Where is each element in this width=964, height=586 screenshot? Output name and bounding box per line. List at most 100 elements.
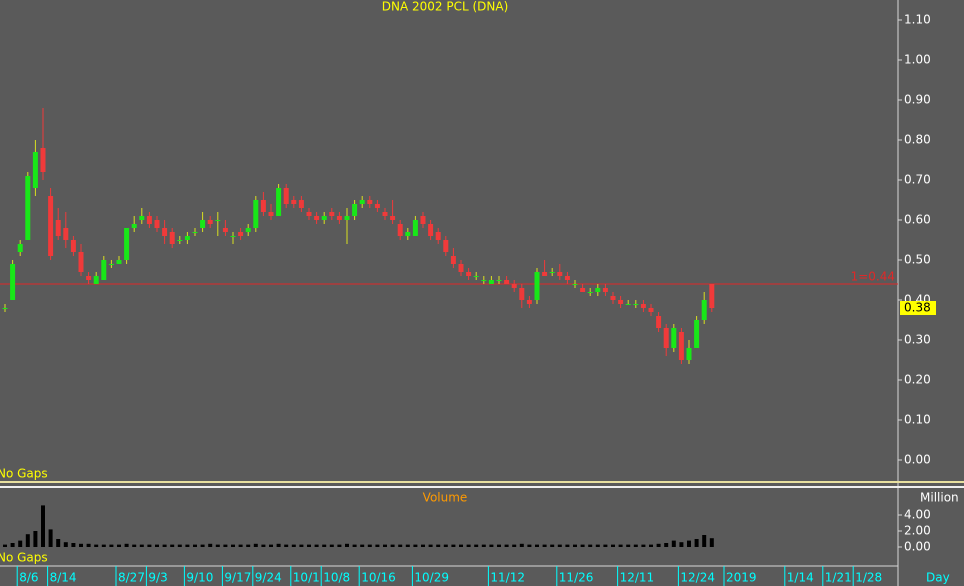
candle-body — [253, 200, 259, 228]
volume-bar — [253, 543, 258, 547]
x-tick-label: 2019 — [726, 571, 757, 585]
y-tick-label: 0.50 — [904, 253, 931, 267]
volume-bar — [284, 544, 289, 547]
candle-body — [481, 280, 487, 281]
volume-bar — [481, 544, 486, 547]
volume-bar — [25, 534, 30, 547]
candle-body — [374, 204, 380, 208]
candle-body — [625, 304, 631, 305]
candle-body — [367, 200, 373, 204]
candle-body — [443, 240, 449, 252]
volume-bar — [519, 543, 524, 547]
y-tick-label: 0.20 — [904, 373, 931, 387]
candle-body — [55, 220, 61, 236]
volume-bar — [428, 544, 433, 547]
candle-body — [306, 212, 312, 216]
y-tick-label: 0.00 — [904, 453, 931, 467]
candle-body — [610, 296, 616, 300]
candle-body — [93, 276, 99, 284]
volume-bar — [33, 531, 38, 547]
candle-body — [564, 276, 570, 280]
x-tick-label: 9/17 — [224, 571, 251, 585]
candle-body — [572, 284, 578, 285]
y-tick-label: 0.70 — [904, 173, 931, 187]
candle-body — [78, 252, 84, 272]
candle-body — [686, 348, 692, 360]
candle-body — [101, 260, 107, 280]
candle-body — [390, 216, 396, 220]
y-tick-label: 1.00 — [904, 53, 931, 67]
volume-bar — [155, 544, 159, 547]
volume-bar — [535, 544, 539, 547]
volume-bar — [466, 544, 471, 547]
x-tick-label: 11/26 — [559, 571, 594, 585]
x-tick-label: 1/21 — [825, 571, 852, 585]
candle-body — [154, 220, 160, 228]
x-tick-label: 1/14 — [787, 571, 814, 585]
candle-body — [245, 228, 251, 232]
volume-bar — [18, 540, 23, 547]
candle-body — [359, 200, 365, 204]
candle-body — [48, 196, 54, 256]
candle-body — [678, 332, 684, 360]
volume-bar — [299, 544, 304, 547]
x-tick-label: 1/28 — [855, 571, 882, 585]
candle-body — [534, 272, 540, 300]
candle-body — [276, 188, 282, 216]
volume-bar — [360, 544, 365, 547]
volume-bar — [603, 544, 608, 547]
volume-bar — [109, 544, 114, 547]
candle-body — [344, 216, 350, 220]
volume-bar — [671, 540, 676, 547]
volume-bar — [451, 544, 456, 547]
candle-body — [108, 264, 114, 265]
candle-body — [70, 240, 76, 252]
candle-body — [496, 280, 502, 281]
volume-bar — [694, 539, 699, 547]
candle-body — [336, 216, 342, 220]
volume-bar — [276, 543, 281, 547]
y-tick-label: 0.90 — [904, 93, 931, 107]
candle-body — [587, 292, 593, 293]
candle-body — [549, 272, 555, 273]
volume-bar — [709, 538, 714, 547]
last-price-label: 0.38 — [904, 301, 931, 315]
volume-bar — [291, 544, 296, 547]
candle-body — [200, 220, 206, 228]
volume-bar — [474, 544, 479, 547]
y-tick-label: 1.10 — [904, 13, 931, 27]
volume-bar — [367, 544, 372, 547]
candle-body — [473, 276, 479, 277]
volume-bar — [200, 544, 205, 547]
x-tick-label: 10/16 — [361, 571, 396, 585]
volume-tick-label: 4.00 — [904, 508, 931, 522]
x-tick-label: 9/3 — [148, 571, 167, 585]
volume-bar — [139, 544, 144, 547]
volume-bar — [269, 544, 273, 547]
volume-bar — [565, 544, 570, 547]
candle-body — [435, 232, 441, 240]
x-unit: Day — [926, 571, 950, 585]
candle-body — [192, 232, 198, 233]
volume-bar — [170, 544, 175, 547]
volume-bar — [618, 544, 623, 547]
candle-body — [32, 152, 38, 188]
candle-body — [131, 224, 137, 228]
candle-body — [648, 308, 654, 312]
candle-body — [405, 232, 411, 236]
volume-bar — [383, 544, 387, 547]
candle-body — [382, 212, 388, 216]
candle-body — [268, 212, 274, 216]
candle-body — [169, 232, 175, 244]
candle-body — [25, 176, 31, 240]
candle-body — [709, 284, 715, 308]
volume-bar — [79, 543, 83, 547]
candle-body — [329, 212, 335, 216]
candle-body — [222, 228, 228, 232]
y-tick-label: 0.80 — [904, 133, 931, 147]
candle-body — [352, 204, 358, 216]
volume-bar — [10, 543, 15, 547]
volume-tick-label: 0.00 — [904, 540, 931, 554]
volume-bar — [421, 544, 425, 547]
